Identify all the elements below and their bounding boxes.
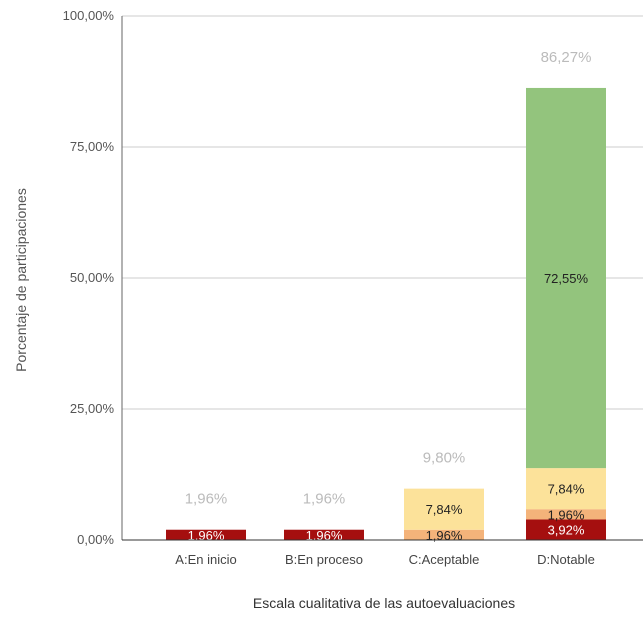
x-tick-label: D:Notable — [537, 552, 595, 567]
total-label: 1,96% — [185, 491, 228, 508]
bars — [166, 87, 606, 540]
bar-segment — [526, 468, 606, 510]
data-label: 3,92% — [548, 523, 585, 538]
bar-segment — [526, 87, 606, 469]
bar-segment — [284, 529, 364, 540]
x-tick-label: C:Aceptable — [409, 552, 480, 567]
y-tick-label: 0,00% — [77, 532, 114, 547]
data-label: 1,96% — [548, 507, 585, 522]
x-tick-label: A:En inicio — [175, 552, 236, 567]
bar-segment — [526, 509, 606, 520]
data-labels: 1,96% 1,96% 1,96% 1,96% 1,96% 7,84% 9,80% 3,92%… — [185, 49, 592, 543]
data-label: 1,96% — [426, 528, 463, 543]
total-label: 86,27% — [541, 49, 592, 66]
data-label: 1,96% — [306, 528, 343, 543]
data-label: 7,84% — [548, 482, 585, 497]
total-label: 1,96% — [303, 491, 346, 508]
y-axis-label: Porcentaje de participaciones — [13, 188, 29, 372]
data-label: 72,55% — [544, 271, 589, 286]
y-tick-label: 100,00% — [63, 8, 115, 23]
bar-segment — [526, 519, 606, 540]
bar-segment — [404, 488, 484, 530]
bar-segment — [166, 529, 246, 540]
x-tick-label: B:En proceso — [285, 552, 363, 567]
total-label: 9,80% — [423, 450, 466, 467]
y-tick-label: 50,00% — [70, 270, 115, 285]
data-label: 1,96% — [188, 528, 225, 543]
x-axis-label: Escala cualitativa de las autoevaluacion… — [253, 595, 515, 611]
data-label: 7,84% — [426, 502, 463, 517]
bar-segment — [404, 529, 484, 540]
y-tick-label: 25,00% — [70, 401, 115, 416]
y-tick-label: 75,00% — [70, 139, 115, 154]
axes: 0,00% 25,00% 50,00% 75,00% 100,00% A:En inici… — [63, 8, 643, 567]
